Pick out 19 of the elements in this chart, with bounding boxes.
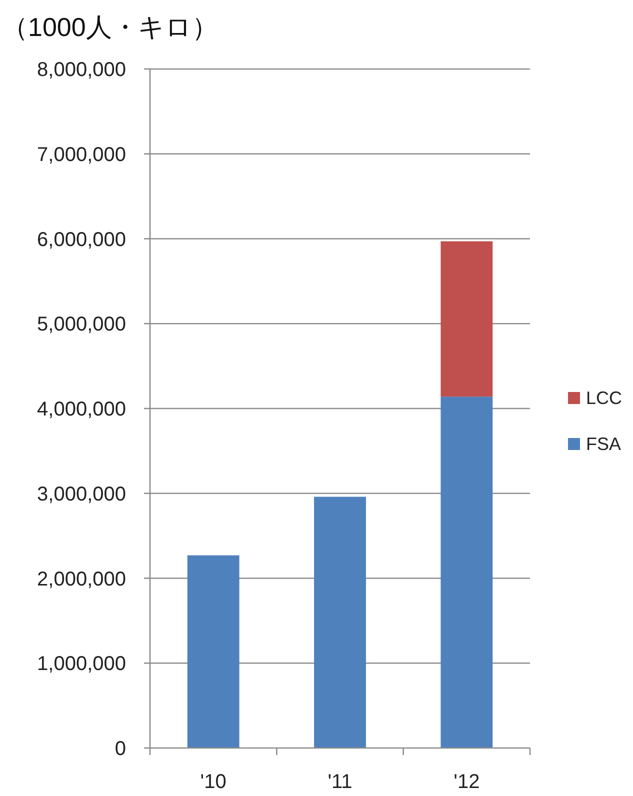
bar (440, 396, 493, 748)
x-tick-label: '12 (454, 771, 480, 793)
y-tick-label: 7,000,000 (37, 144, 126, 166)
x-tick-label: '10 (200, 771, 226, 793)
y-tick-label: 6,000,000 (37, 228, 126, 251)
legend-label: LCC (586, 388, 622, 408)
bar (314, 496, 366, 748)
bar (187, 555, 240, 748)
legend-label: FSA (586, 434, 622, 454)
y-tick-label: 2,000,000 (37, 568, 126, 590)
y-tick-label: 5,000,000 (37, 314, 126, 336)
bar (440, 241, 493, 397)
y-tick-label: 4,000,000 (37, 398, 126, 420)
y-tick-label: 0 (114, 738, 126, 760)
y-tick-label: 8,000,000 (37, 59, 126, 81)
y-axis-title: （1000人・キロ） (2, 12, 218, 42)
y-tick-label: 3,000,000 (37, 483, 126, 506)
x-tick-label: '11 (328, 771, 352, 793)
y-tick-label: 1,000,000 (37, 653, 126, 676)
